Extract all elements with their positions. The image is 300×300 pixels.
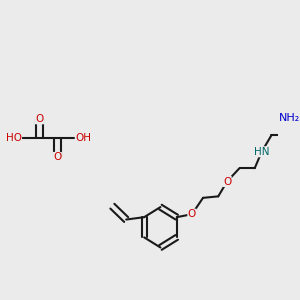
Text: O: O — [188, 209, 196, 219]
Text: HN: HN — [254, 147, 269, 157]
Text: HO: HO — [6, 133, 22, 143]
Text: O: O — [223, 176, 231, 187]
Text: O: O — [53, 152, 61, 162]
Text: NH₂: NH₂ — [279, 112, 300, 123]
Text: OH: OH — [75, 133, 91, 143]
Text: O: O — [35, 114, 44, 124]
